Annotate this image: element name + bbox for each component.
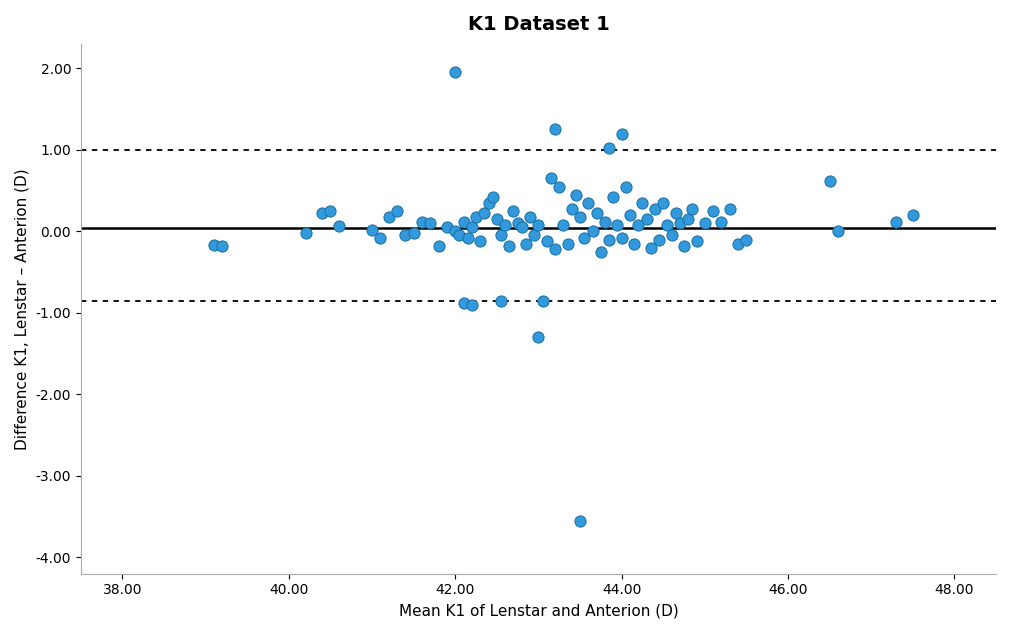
X-axis label: Mean K1 of Lenstar and Anterion (D): Mean K1 of Lenstar and Anterion (D): [398, 603, 678, 618]
Point: [568, 190, 584, 200]
Point: [331, 222, 347, 232]
Point: [547, 244, 563, 254]
Point: [423, 218, 439, 229]
Point: [531, 332, 547, 342]
Point: [676, 241, 693, 251]
Point: [526, 230, 542, 241]
Point: [651, 234, 667, 244]
Point: [580, 197, 596, 208]
Point: [431, 241, 447, 251]
Point: [564, 203, 580, 213]
Point: [630, 220, 646, 230]
Point: [588, 208, 605, 218]
Point: [456, 298, 472, 308]
Point: [618, 182, 634, 192]
Point: [888, 216, 904, 227]
Point: [555, 220, 571, 230]
Point: [602, 143, 618, 153]
Point: [531, 220, 547, 230]
Point: [905, 210, 921, 220]
Point: [614, 233, 630, 243]
Point: [323, 206, 339, 216]
Point: [447, 227, 463, 237]
Point: [447, 67, 463, 77]
Point: [501, 241, 518, 251]
Point: [671, 218, 687, 229]
Point: [484, 192, 500, 202]
Point: [592, 247, 609, 257]
Point: [456, 216, 472, 227]
Y-axis label: Difference K1, Lenstar – Anterion (D): Difference K1, Lenstar – Anterion (D): [15, 168, 30, 449]
Point: [576, 233, 592, 243]
Point: [722, 203, 738, 213]
Point: [738, 234, 754, 244]
Point: [680, 214, 697, 224]
Point: [559, 239, 575, 249]
Point: [451, 230, 467, 241]
Point: [372, 233, 388, 243]
Point: [497, 220, 514, 230]
Point: [535, 296, 551, 306]
Point: [214, 241, 231, 251]
Point: [518, 239, 534, 249]
Point: [206, 240, 222, 250]
Point: [522, 211, 538, 222]
Point: [667, 208, 683, 218]
Point: [464, 299, 480, 310]
Point: [439, 222, 455, 232]
Point: [714, 216, 730, 227]
Point: [551, 182, 567, 192]
Point: [602, 234, 618, 244]
Point: [684, 203, 701, 213]
Point: [476, 208, 492, 218]
Point: [572, 211, 588, 222]
Point: [659, 220, 675, 230]
Point: [643, 242, 659, 253]
Point: [655, 197, 671, 208]
Point: [606, 192, 622, 202]
Point: [413, 216, 430, 227]
Point: [380, 211, 396, 222]
Point: [460, 233, 476, 243]
Point: [614, 128, 630, 139]
Title: K1 Dataset 1: K1 Dataset 1: [467, 15, 610, 34]
Point: [647, 203, 663, 213]
Point: [493, 296, 510, 306]
Point: [705, 206, 721, 216]
Point: [364, 225, 380, 235]
Point: [539, 236, 555, 246]
Point: [506, 206, 522, 216]
Point: [480, 197, 496, 208]
Point: [610, 220, 626, 230]
Point: [626, 239, 642, 249]
Point: [634, 197, 650, 208]
Point: [547, 125, 563, 135]
Point: [389, 206, 405, 216]
Point: [488, 214, 504, 224]
Point: [510, 218, 526, 229]
Point: [464, 222, 480, 232]
Point: [543, 173, 559, 184]
Point: [622, 210, 638, 220]
Point: [663, 230, 679, 241]
Point: [514, 222, 530, 232]
Point: [596, 216, 613, 227]
Point: [472, 236, 488, 246]
Point: [822, 176, 838, 186]
Point: [314, 208, 331, 218]
Point: [697, 218, 713, 229]
Point: [297, 228, 313, 238]
Point: [468, 211, 484, 222]
Point: [584, 227, 601, 237]
Point: [730, 239, 746, 249]
Point: [405, 228, 422, 238]
Point: [688, 236, 705, 246]
Point: [639, 214, 655, 224]
Point: [572, 516, 588, 526]
Point: [493, 230, 510, 241]
Point: [830, 227, 846, 237]
Point: [397, 230, 413, 241]
